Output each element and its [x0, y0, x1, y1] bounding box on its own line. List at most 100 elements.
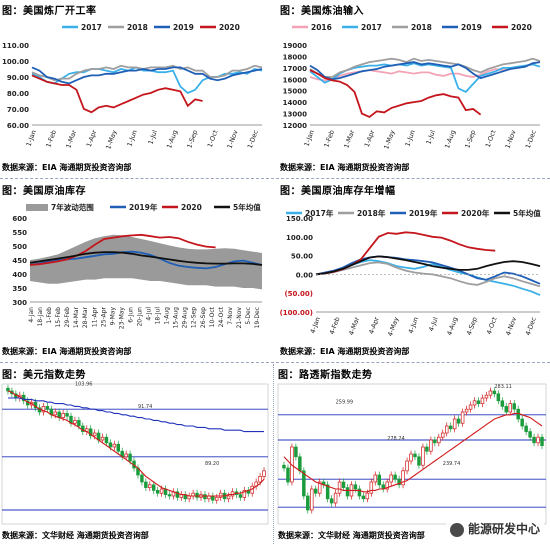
candle-body: [151, 484, 156, 491]
y-tick-label: 13000: [283, 111, 307, 119]
x-tick-label: 4-Apr: [367, 316, 381, 336]
y-tick-label: 12000: [283, 122, 307, 130]
candle-body: [155, 490, 160, 494]
candle-body: [317, 481, 322, 494]
candle-body: [345, 487, 350, 497]
legend-swatch: [26, 204, 48, 211]
x-tick-label: 5-Dec: [245, 307, 252, 325]
y-tick-label: (50.00): [284, 290, 313, 298]
candle-body: [468, 404, 473, 410]
x-tick-label: 1-Jul: [146, 129, 159, 146]
legend-label: 2018年: [357, 208, 386, 218]
band-area: [30, 234, 262, 290]
candle-body: [6, 387, 10, 392]
panel-crude-input: 图：美国炼油输入 2016 2017 2018 2019 2020 19000 18000 1…: [278, 0, 550, 178]
candle-body: [460, 411, 465, 424]
chart-usd-index: 103.96 91.74 89.20: [1, 381, 269, 525]
x-tick-label: 15-Feb: [55, 307, 62, 328]
candle-body: [341, 481, 346, 488]
source-note: 数据来源：文华财经 海通期货投资咨询部: [2, 531, 149, 540]
wechat-icon: [449, 522, 464, 537]
chart-refinery-utilization: 2017 2018 2019 2020 110.00 100.00 90.00 80.00 70…: [2, 23, 263, 150]
candle-body: [464, 408, 469, 413]
legend-label: 2019年: [409, 208, 438, 218]
legend-label: 2019年: [129, 202, 158, 212]
price-label: 91.74: [138, 404, 152, 410]
x-tick-label: 4-Jul: [146, 307, 153, 321]
series-line-2018: [31, 64, 263, 82]
x-tick-label: 1-Dec: [524, 129, 538, 150]
y-tick-label: 450: [12, 257, 27, 265]
candle-body: [409, 453, 413, 462]
candle-body: [540, 436, 544, 446]
watermark-text: 能源研发中心: [467, 522, 540, 536]
y-tick-label: 90.00: [7, 74, 29, 82]
chart-title: 图：美国原油库存: [2, 186, 86, 197]
candle-body: [429, 439, 433, 452]
candle-body: [167, 494, 172, 497]
candle-body: [53, 411, 57, 416]
candle-body: [148, 484, 152, 488]
chart-title: 图：美国炼厂开工率: [2, 6, 97, 17]
chart-stock-yoy: 2017年 2018年 2019年 2020年 5年均值 150.00 100.00 50.0…: [280, 208, 542, 337]
x-tick-label: 14-Mar: [73, 306, 80, 328]
x-tick-label: 4-Jan: [28, 307, 35, 323]
x-tick-label: 25-Apr: [100, 306, 107, 327]
candle-body: [175, 491, 180, 498]
candle-body: [417, 456, 421, 466]
y-tick-label: 15000: [283, 88, 307, 96]
candle-body: [310, 488, 314, 511]
series-line-2018: [309, 57, 541, 78]
panel-refinery-utilization: 图：美国炼厂开工率 2017 2018 2019 2020 110.00 100.00 90…: [0, 0, 272, 178]
legend-label: 2017年: [305, 208, 334, 218]
x-tick-label: 1-Nov: [226, 129, 240, 150]
candle-body: [258, 476, 262, 483]
candle-body: [116, 443, 121, 452]
candle-body: [437, 436, 441, 444]
candle-body: [282, 464, 286, 469]
candle-body: [128, 453, 132, 462]
x-tick-label: 1-Dec: [246, 129, 260, 150]
legend-label: 2017: [81, 23, 102, 32]
moving-average-blue: [8, 397, 264, 433]
candle-body: [294, 446, 298, 458]
candle-body: [532, 436, 536, 444]
y-tick-label: 17000: [283, 65, 307, 73]
chart-title: 图：美国原油库存年增幅: [280, 186, 396, 197]
x-tick-label: 26-Sep: [200, 307, 207, 328]
x-tick-label: 1-Jul: [424, 129, 437, 146]
candle-body: [333, 492, 338, 504]
x-tick-label: 1-Oct: [206, 129, 220, 149]
candle-body: [496, 393, 501, 402]
x-tick-label: 1-Sep: [463, 129, 477, 149]
y-tick-label: 600: [12, 215, 27, 223]
x-tick-label: 1-Nov: [504, 129, 518, 150]
candle-body: [61, 413, 65, 418]
x-tick-label: 4-Oct: [485, 316, 499, 336]
candle-body: [100, 436, 105, 441]
x-tick-label: 28-Mar: [82, 306, 89, 328]
chart-title: 图：路透斯指数走势: [278, 370, 373, 381]
x-tick-label: 24-Oct: [218, 306, 225, 327]
x-tick-label: 1-May: [382, 129, 396, 151]
candle-body: [104, 436, 109, 444]
legend-label: 2020: [181, 203, 202, 212]
legend-label: 2019: [461, 23, 482, 32]
candle-body: [385, 481, 389, 490]
price-label: 278.24: [387, 436, 405, 442]
y-tick-label: 550: [12, 229, 27, 237]
panel-usd-index: 图：美元指数走势 103.96 91.74 89.20 数据来源：文华财经 海通期货…: [0, 364, 272, 544]
candle-body: [159, 488, 164, 494]
x-tick-label: 1-Feb: [322, 129, 336, 149]
panel-crude-stock: 图：美国原油库存 7年波动范围 2019年 2020 5年均值 600 550 500 450…: [0, 180, 272, 362]
candle-body: [413, 453, 417, 458]
chart-crude-stock: 7年波动范围 2019年 2020 5年均值 600 550 500 450 400 350 300…: [12, 202, 263, 329]
candle-body: [421, 446, 425, 466]
chart-title: 图：美元指数走势: [2, 370, 86, 381]
candle-body: [298, 456, 302, 472]
candle-body: [448, 425, 453, 430]
x-tick-label: 1-Feb: [46, 307, 53, 324]
candle-body: [144, 481, 148, 488]
x-tick-label: 19-Dec: [254, 307, 261, 328]
y-tick-label: 110.00: [2, 42, 29, 50]
